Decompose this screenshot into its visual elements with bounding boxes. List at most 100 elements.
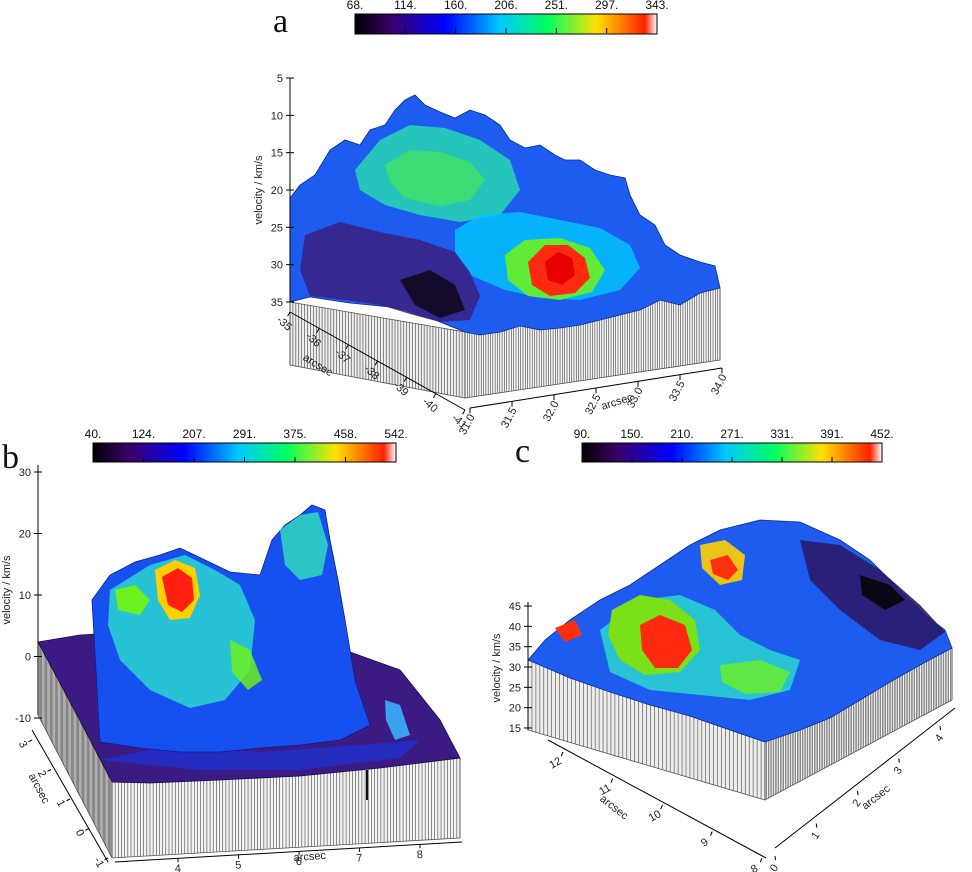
- panel-b-x-axis: [114, 841, 463, 863]
- z-tick-label: 5: [277, 73, 283, 85]
- x-tick-mark: [709, 831, 713, 836]
- y-tick-label: 4: [933, 732, 946, 744]
- y-tick-mark: [28, 739, 33, 743]
- panel-a-x-label: arcsec: [600, 391, 635, 413]
- z-tick-label: 30: [509, 662, 521, 674]
- y-tick-mark: [85, 828, 90, 831]
- y-tick-label: 2: [35, 769, 48, 780]
- z-tick-label: 10: [271, 110, 283, 122]
- panel-c-x-ticks: 12 11 10 9 8: [547, 751, 763, 872]
- panel-c-green-patch: [720, 660, 790, 694]
- x-tick-label: 8: [749, 863, 760, 872]
- panel-b-z-ticks: 30 20 10 0 -10: [15, 467, 42, 725]
- panel-b-y-label: arcsec: [26, 771, 52, 806]
- colorbar-tick-label: 343.: [645, 0, 668, 12]
- panel-a-colorbar-ticks: 68. 114. 160. 206. 251. 297. 343.: [347, 0, 669, 33]
- colorbar-tick-label: 150.: [620, 427, 643, 441]
- panel-a: a 68. 114. 160. 206. 251. 297. 343. 5 10 15 20 25 3…: [253, 0, 730, 437]
- z-tick-label: 15: [509, 723, 521, 735]
- panel-c-red-peak: [640, 615, 692, 668]
- z-tick-label: 10: [19, 590, 31, 602]
- colorbar-tick-label: 210.: [670, 427, 693, 441]
- panel-c-label: c: [515, 433, 530, 470]
- y-tick-label: 3: [16, 739, 29, 750]
- z-tick-label: 20: [19, 529, 31, 541]
- panel-a-green-zone: [385, 150, 485, 206]
- panel-b-y-axis: [31, 729, 109, 863]
- x-tick-mark: [660, 804, 663, 810]
- colorbar-tick-label: 114.: [394, 0, 416, 12]
- colorbar-tick-label: 206.: [494, 0, 517, 12]
- panel-c-y-axis: [774, 707, 956, 849]
- y-tick-label: 1: [809, 830, 822, 842]
- y-tick-mark: [857, 790, 859, 796]
- colorbar-tick-label: 391.: [820, 427, 843, 441]
- y-tick-label: 2: [850, 797, 863, 809]
- panel-c-black-spot: [860, 575, 905, 610]
- panel-c-hatch-left: [527, 660, 766, 800]
- z-tick-label: 25: [271, 222, 283, 234]
- x-tick-label: 33.5: [667, 379, 688, 404]
- colorbar-tick-label: 331.: [770, 427, 793, 441]
- panel-b-cyan-zone: [108, 555, 255, 708]
- panel-b-red-peak: [162, 568, 194, 612]
- y-tick-label: 0: [73, 828, 86, 839]
- colorbar-tick-label: 68.: [347, 0, 364, 12]
- panel-b-colorbar-ticks: 40. 124. 207. 291. 375. 458. 542.: [85, 427, 408, 462]
- y-tick-label: 3: [892, 765, 905, 777]
- panel-c-hatch-right: [764, 648, 953, 800]
- x-tick-label: 31.5: [499, 406, 520, 431]
- panel-c-colorbar-ticks: 90. 150. 210. 271. 331. 391. 452.: [574, 427, 894, 462]
- colorbar-tick-label: 207.: [182, 427, 205, 441]
- panel-b-x-ticks: 4 5 6 7 8: [174, 844, 423, 872]
- panel-c-edge-peak: [555, 620, 582, 642]
- y-tick-label: -1: [91, 855, 106, 869]
- panel-c-small-peak: [710, 555, 738, 580]
- colorbar-tick-label: 40.: [85, 427, 102, 441]
- y-tick-label: -40: [420, 396, 440, 416]
- colorbar-tick-label: 124.: [132, 427, 155, 441]
- x-tick-label: 11: [597, 782, 613, 798]
- y-tick-mark: [939, 725, 942, 731]
- panel-c-y-ticks: 0 1 2 3 4: [768, 725, 946, 872]
- y-tick-mark: [403, 377, 408, 382]
- z-tick-label: 40: [509, 621, 521, 633]
- panel-c-x-axis: [547, 739, 767, 859]
- colorbar-tick-label: 458.: [334, 427, 357, 441]
- y-tick-mark: [47, 769, 52, 772]
- colorbar-tick-label: 271.: [720, 427, 743, 441]
- panel-a-red-core: [545, 252, 575, 285]
- x-tick-label: 7: [356, 852, 363, 864]
- z-tick-label: 0: [25, 652, 31, 664]
- x-tick-label: 34.0: [709, 372, 730, 397]
- panel-c-x-label: arcsec: [597, 793, 630, 823]
- y-tick-label: 0: [768, 862, 781, 872]
- z-tick-label: 35: [271, 297, 283, 309]
- panel-a-z-label: velocity / km/s: [253, 155, 265, 225]
- y-tick-mark: [462, 409, 466, 415]
- panel-b-hatch-right: [111, 758, 461, 858]
- panel-c: c 90. 150. 210. 271. 331. 391. 452. 4540353025…: [491, 427, 956, 872]
- colorbar-tick-label: 160.: [444, 0, 467, 12]
- x-tick-mark: [610, 778, 614, 783]
- z-tick-label: 20: [271, 185, 283, 197]
- y-tick-mark: [345, 344, 349, 350]
- panel-b-label: b: [2, 439, 19, 476]
- x-tick-label: 5: [235, 859, 242, 871]
- colorbar-tick-label: 452.: [870, 427, 893, 441]
- colorbar-tick-label: 90.: [574, 427, 591, 441]
- colorbar-tick-label: 251.: [545, 0, 568, 12]
- panel-a-hatch-left: [289, 302, 466, 398]
- z-tick-label: 30: [19, 467, 31, 479]
- colorbar-tick-label: 297.: [595, 0, 618, 12]
- panel-a-label: a: [273, 3, 288, 40]
- z-tick-label: 20: [509, 703, 521, 715]
- y-tick-mark: [287, 311, 291, 317]
- panel-b-z-label: velocity / km/s: [1, 555, 13, 625]
- x-tick-mark: [560, 751, 564, 757]
- colorbar-tick-label: 291.: [233, 427, 256, 441]
- panel-b-hatch-left: [37, 642, 113, 858]
- y-tick-mark: [432, 393, 437, 399]
- z-tick-label: -10: [15, 713, 31, 725]
